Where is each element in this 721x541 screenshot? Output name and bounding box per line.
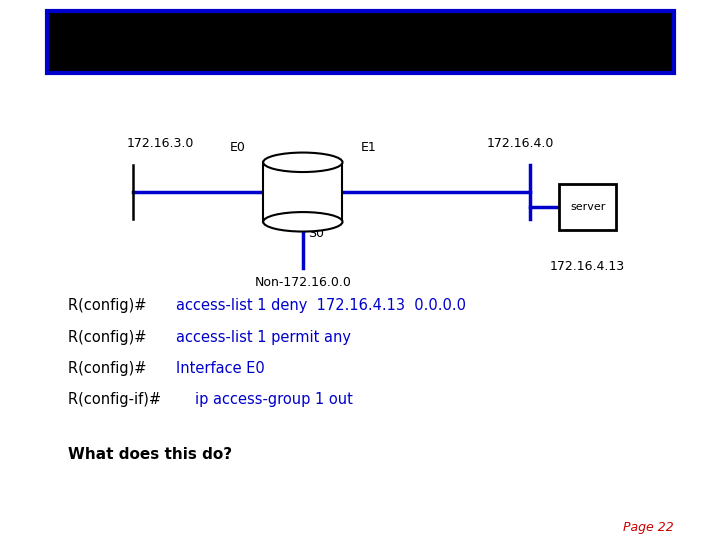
FancyBboxPatch shape xyxy=(559,184,616,230)
Text: E1: E1 xyxy=(360,141,376,154)
Text: R(config)#: R(config)# xyxy=(68,361,151,376)
Text: 172.16.4.13: 172.16.4.13 xyxy=(550,260,625,273)
FancyBboxPatch shape xyxy=(47,11,674,73)
Text: R(config)#: R(config)# xyxy=(68,298,151,313)
Text: R(config-if)#: R(config-if)# xyxy=(68,392,167,407)
Ellipse shape xyxy=(263,212,342,232)
Text: access-list 1 deny  172.16.4.13  0.0.0.0: access-list 1 deny 172.16.4.13 0.0.0.0 xyxy=(176,298,466,313)
Bar xyxy=(263,162,342,222)
Text: access-list 1 permit any: access-list 1 permit any xyxy=(176,329,350,345)
Text: 172.16.3.0: 172.16.3.0 xyxy=(126,137,193,150)
Text: 172.16.4.0: 172.16.4.0 xyxy=(487,137,554,150)
Text: S0: S0 xyxy=(309,227,324,240)
Text: ip access-group 1 out: ip access-group 1 out xyxy=(195,392,353,407)
Text: server: server xyxy=(570,202,606,212)
Text: R(config)#: R(config)# xyxy=(68,329,151,345)
Text: What does this do?: What does this do? xyxy=(68,447,233,462)
Text: Interface E0: Interface E0 xyxy=(176,361,265,376)
Text: E0: E0 xyxy=(229,141,245,154)
Text: Page 22: Page 22 xyxy=(624,521,674,534)
Ellipse shape xyxy=(263,153,342,172)
Text: Non-172.16.0.0: Non-172.16.0.0 xyxy=(255,276,351,289)
